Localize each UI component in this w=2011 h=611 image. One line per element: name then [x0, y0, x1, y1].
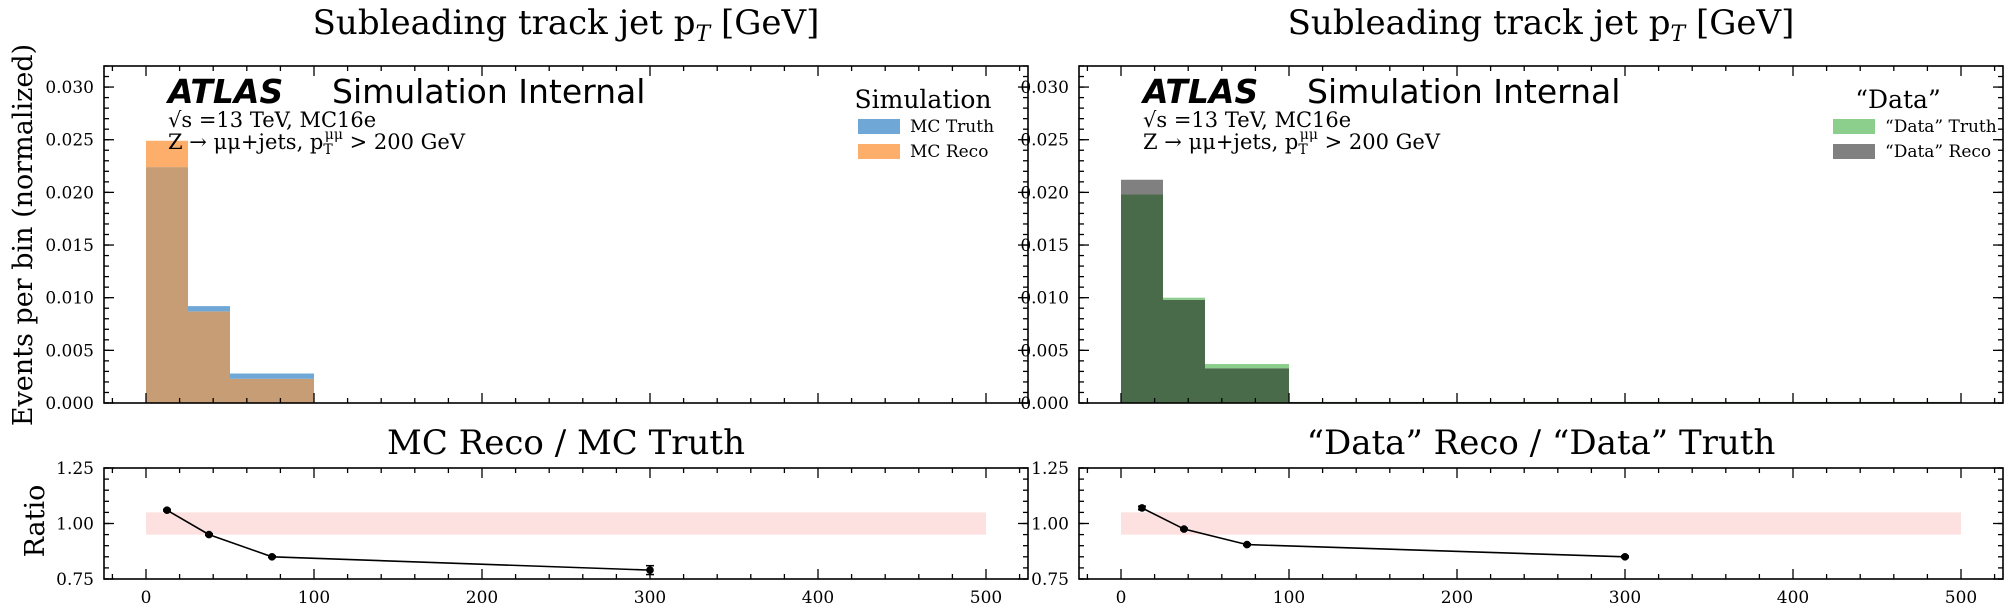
atlas-label: Simulation Internal	[1307, 72, 1620, 111]
selection-tail: > 200 GeV	[1318, 130, 1441, 154]
selection-sub: T	[1298, 142, 1308, 158]
x-tick-label: 300	[634, 588, 666, 608]
y-tick-label: 0.020	[45, 183, 94, 203]
ratio-title: MC Reco / MC Truth	[387, 423, 745, 463]
x-tick-label: 200	[466, 588, 498, 608]
y-tick-label: 0.75	[1031, 570, 1069, 590]
y-tick-label: 0.000	[45, 394, 94, 414]
atlas-label: Simulation Internal	[332, 72, 645, 111]
selection-sup: μμ	[1300, 127, 1318, 143]
ratio-line	[1141, 507, 1626, 558]
x-tick-label: 500	[970, 588, 1002, 608]
ratio-title: “Data” Reco / “Data” Truth	[1307, 423, 1776, 463]
hist-bar-excess	[188, 306, 230, 312]
y-axis-label-main: Events per bin (normalized)	[8, 44, 39, 426]
plot-title: Subleading track jet pT [GeV]	[1288, 3, 1795, 47]
y-tick-label: 1.00	[1031, 515, 1069, 535]
y-tick-label: 0.020	[1020, 183, 1069, 203]
y-tick-label: 0.010	[45, 289, 94, 309]
legend-swatch	[858, 119, 900, 134]
x-tick-label: 500	[1945, 588, 1977, 608]
legend-entry: “Data” Reco	[1885, 142, 1991, 162]
x-tick-label: 400	[1777, 588, 1809, 608]
hist-bar-overlap	[1205, 368, 1289, 403]
legend-swatch	[1833, 119, 1875, 134]
ratio-point	[163, 506, 171, 514]
selection-tail: > 200 GeV	[343, 130, 466, 154]
x-tick-label: 0	[1116, 588, 1127, 608]
ratio-band	[1121, 512, 1961, 535]
hist-bar-overlap	[188, 311, 230, 403]
hist-bar-overlap	[1121, 194, 1163, 403]
y-tick-label: 0.015	[45, 236, 94, 256]
hist-bar-excess	[146, 140, 188, 168]
hist-bar-overlap	[146, 167, 188, 403]
y-tick-label: 0.005	[1020, 341, 1069, 361]
x-tick-label: 400	[802, 588, 834, 608]
hist-bar-overlap	[1163, 299, 1205, 403]
legend-title: “Data”	[1855, 85, 1940, 114]
ratio-band	[146, 512, 986, 535]
ratio-point	[1138, 504, 1146, 512]
ratio-point	[1621, 553, 1629, 561]
y-tick-label: 0.75	[56, 570, 94, 590]
atlas-logo: ATLAS	[165, 72, 283, 111]
y-tick-label: 0.030	[1020, 78, 1069, 98]
legend-entry: “Data” Truth	[1885, 117, 1997, 137]
title-sub: T	[1671, 22, 1688, 47]
x-tick-label: 0	[141, 588, 152, 608]
hist-bar-excess	[230, 373, 314, 379]
hist-bar-excess	[1163, 297, 1205, 300]
y-tick-label: 0.005	[45, 341, 94, 361]
plot-title: Subleading track jet pT [GeV]	[313, 3, 820, 47]
atlas-logo: ATLAS	[1140, 72, 1258, 111]
energy-label: √s =13 TeV, MC16e	[1143, 108, 1351, 132]
y-tick-label: 1.25	[56, 459, 94, 479]
hist-bar-excess	[1205, 364, 1289, 369]
title-unit: [GeV]	[1685, 3, 1794, 43]
y-tick-label: 0.025	[1020, 131, 1069, 151]
hist-bar-overlap	[230, 378, 314, 403]
y-axis-label-ratio: Ratio	[20, 485, 51, 558]
ratio-point	[1180, 525, 1188, 533]
legend-swatch	[1833, 144, 1875, 159]
x-tick-label: 100	[298, 588, 330, 608]
energy-label: √s =13 TeV, MC16e	[168, 108, 376, 132]
ratio-line	[166, 509, 651, 571]
ratio-point	[205, 530, 213, 539]
legend-entry: MC Reco	[910, 142, 988, 162]
y-tick-label: 0.015	[1020, 236, 1069, 256]
y-tick-label: 0.025	[45, 131, 94, 151]
title-sub: T	[696, 22, 713, 47]
selection-label: Z → μμ+jets, pTμμ > 200 GeV	[1143, 127, 1441, 158]
legend-swatch	[858, 144, 900, 159]
legend-entry: MC Truth	[910, 117, 994, 137]
legend-title: Simulation	[854, 85, 991, 114]
y-tick-label: 1.00	[56, 515, 94, 535]
x-tick-label: 100	[1273, 588, 1305, 608]
selection-sub: T	[323, 142, 333, 158]
y-tick-label: 1.25	[1031, 459, 1069, 479]
selection-sup: μμ	[325, 127, 343, 143]
title-unit: [GeV]	[710, 3, 819, 43]
hist-bar-excess	[1121, 179, 1163, 195]
x-tick-label: 200	[1441, 588, 1473, 608]
x-tick-label: 300	[1609, 588, 1641, 608]
ratio-point	[1243, 540, 1251, 549]
ratio-point	[268, 553, 276, 561]
y-tick-label: 0.030	[45, 78, 94, 98]
selection-label: Z → μμ+jets, pTμμ > 200 GeV	[168, 127, 466, 158]
y-tick-label: 0.010	[1020, 289, 1069, 309]
y-tick-label: 0.000	[1020, 394, 1069, 414]
